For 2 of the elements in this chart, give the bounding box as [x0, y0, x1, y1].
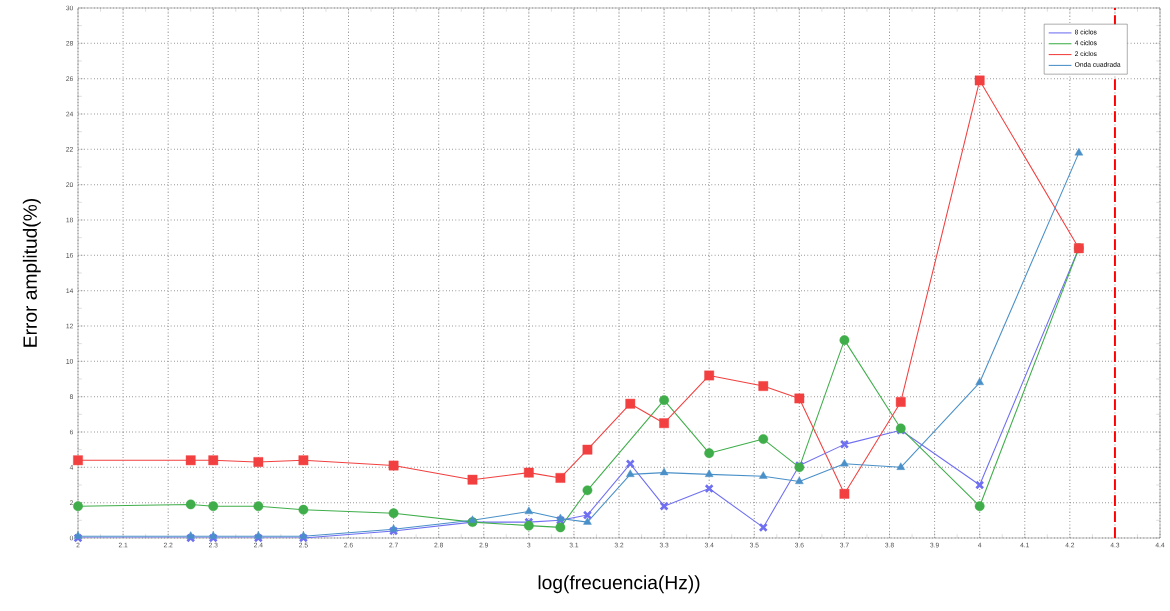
y-axis-title: Error amplitud(%)	[22, 199, 41, 347]
x-axis-title: log(frecuencia(Hz))	[538, 575, 700, 594]
